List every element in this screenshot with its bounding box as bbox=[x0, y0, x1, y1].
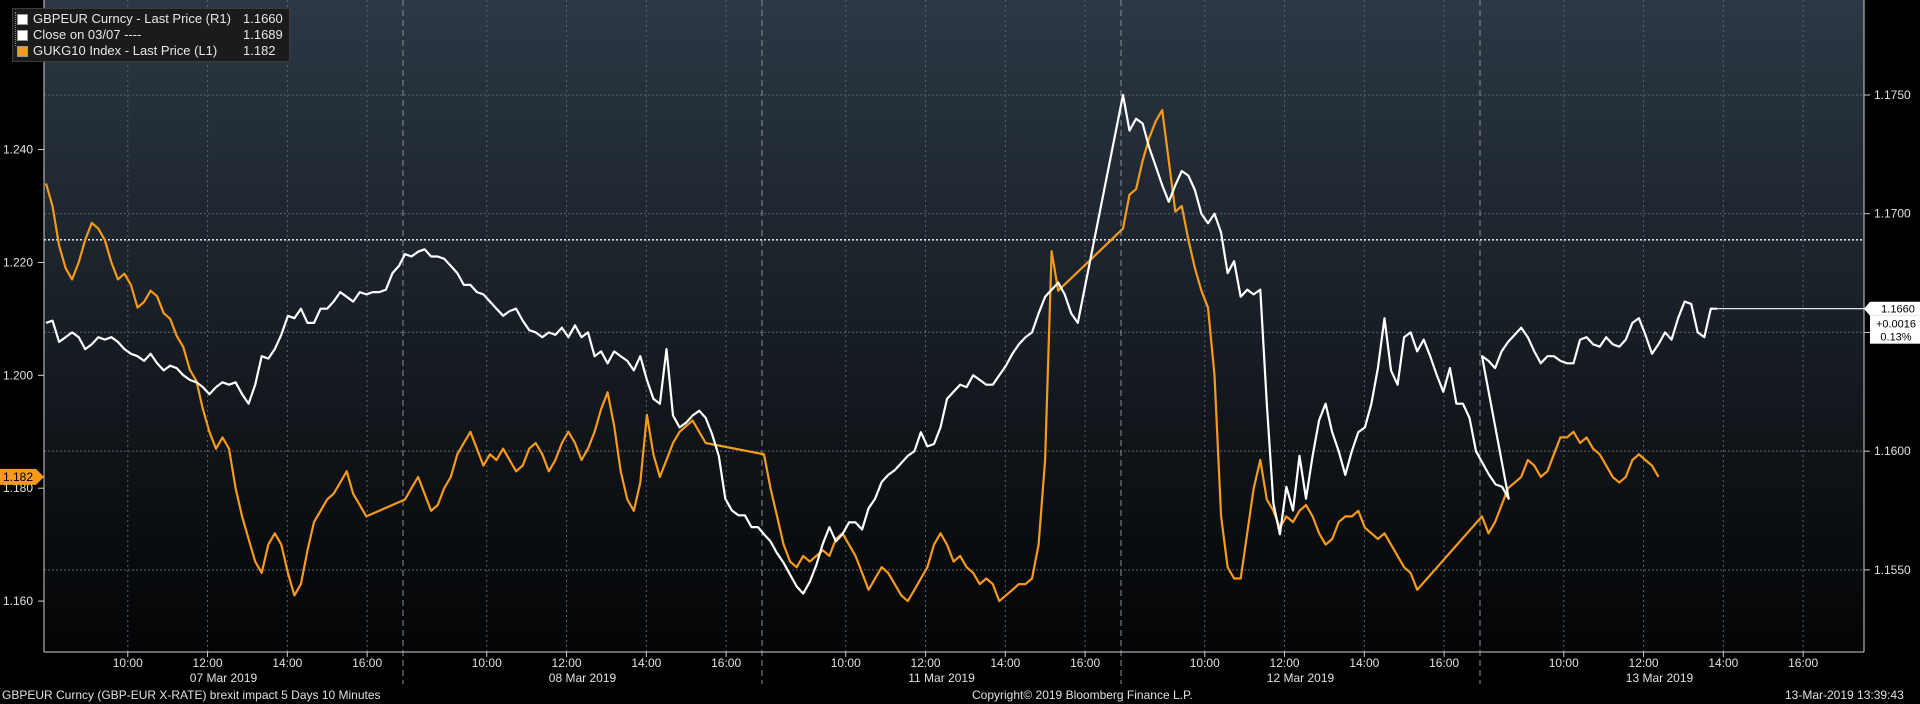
x-tick-label: 10:00 bbox=[1549, 656, 1579, 670]
legend-drag-handle[interactable] bbox=[15, 12, 22, 46]
legend-label: GUKG10 Index - Last Price (L1) bbox=[33, 43, 218, 58]
day-label: 13 Mar 2019 bbox=[1626, 671, 1694, 685]
legend-entry-gukg10[interactable]: GUKG10 Index - Last Price (L1) 1.182 bbox=[17, 43, 283, 59]
x-tick-label: 16:00 bbox=[1070, 656, 1100, 670]
right-tick-label: 1.1750 bbox=[1874, 88, 1911, 102]
right-tick-label: 1.1700 bbox=[1874, 207, 1911, 221]
x-tick-label: 12:00 bbox=[1270, 656, 1300, 670]
footer-description: GBPEUR Curncy (GBP-EUR X-RATE) brexit im… bbox=[2, 688, 381, 702]
footer-timestamp: 13-Mar-2019 13:39:43 bbox=[1785, 688, 1904, 702]
x-tick-label: 14:00 bbox=[631, 656, 661, 670]
x-tick-label: 14:00 bbox=[272, 656, 302, 670]
legend-swatch-close bbox=[17, 29, 28, 41]
last-value-tag-bg bbox=[1864, 301, 1920, 316]
x-tick-label: 16:00 bbox=[711, 656, 741, 670]
left-value-tag-bg bbox=[0, 468, 44, 485]
legend-entry-gbpeur[interactable]: GBPEUR Curncy - Last Price (R1) 1.1660 bbox=[17, 11, 283, 27]
legend-label: Close on 03/07 ---- bbox=[33, 27, 142, 42]
change-tag-pct: 0.13% bbox=[1880, 332, 1911, 344]
legend-swatch-gukg10 bbox=[17, 45, 28, 57]
plot-background bbox=[44, 0, 1864, 652]
x-tick-label: 16:00 bbox=[1788, 656, 1818, 670]
legend-value: 1.1689 bbox=[243, 27, 283, 42]
legend-swatch-gbpeur bbox=[17, 13, 28, 25]
grid bbox=[44, 0, 1864, 684]
x-tick-label: 14:00 bbox=[1349, 656, 1379, 670]
x-tick-label: 16:00 bbox=[1429, 656, 1459, 670]
footer-copyright: Copyright© 2019 Bloomberg Finance L.P. bbox=[972, 688, 1193, 702]
day-label: 11 Mar 2019 bbox=[908, 671, 975, 685]
x-tick-label: 10:00 bbox=[831, 656, 861, 670]
right-tick-label: 1.1550 bbox=[1874, 563, 1911, 577]
change-tag-bg bbox=[1870, 315, 1920, 344]
x-tick-label: 14:00 bbox=[990, 656, 1020, 670]
legend-value: 1.1660 bbox=[243, 11, 283, 26]
left-tick-label: 1.240 bbox=[3, 143, 33, 157]
right-tick-label: 1.1600 bbox=[1874, 444, 1911, 458]
x-tick-label: 12:00 bbox=[1629, 656, 1659, 670]
x-tick-label: 10:00 bbox=[113, 656, 143, 670]
series-lines bbox=[44, 93, 1718, 603]
x-tick-label: 12:00 bbox=[193, 656, 223, 670]
day-label: 08 Mar 2019 bbox=[549, 671, 617, 685]
x-tick-label: 12:00 bbox=[552, 656, 582, 670]
legend-label: GBPEUR Curncy - Last Price (R1) bbox=[33, 11, 231, 26]
left-tick-label: 1.200 bbox=[3, 368, 33, 382]
legend-value: 1.182 bbox=[243, 43, 276, 58]
legend[interactable]: GBPEUR Curncy - Last Price (R1) 1.1660 C… bbox=[12, 8, 290, 62]
x-tick-label: 10:00 bbox=[472, 656, 502, 670]
legend-entry-close[interactable]: Close on 03/07 ---- 1.1689 bbox=[17, 27, 283, 43]
gbpeur-line bbox=[45, 93, 1718, 595]
day-label: 12 Mar 2019 bbox=[1267, 671, 1335, 685]
left-tick-label: 1.160 bbox=[3, 594, 33, 608]
left-tick-label: 1.220 bbox=[3, 255, 33, 269]
x-tick-label: 16:00 bbox=[352, 656, 382, 670]
last-value-tag-price: 1.1660 bbox=[1881, 304, 1915, 316]
x-tick-label: 14:00 bbox=[1708, 656, 1738, 670]
day-label: 07 Mar 2019 bbox=[190, 671, 258, 685]
x-tick-label: 10:00 bbox=[1190, 656, 1220, 670]
x-tick-label: 12:00 bbox=[911, 656, 941, 670]
change-tag-abs: +0.0016 bbox=[1876, 319, 1916, 331]
left-value-tag-text: 1.182 bbox=[3, 470, 33, 484]
